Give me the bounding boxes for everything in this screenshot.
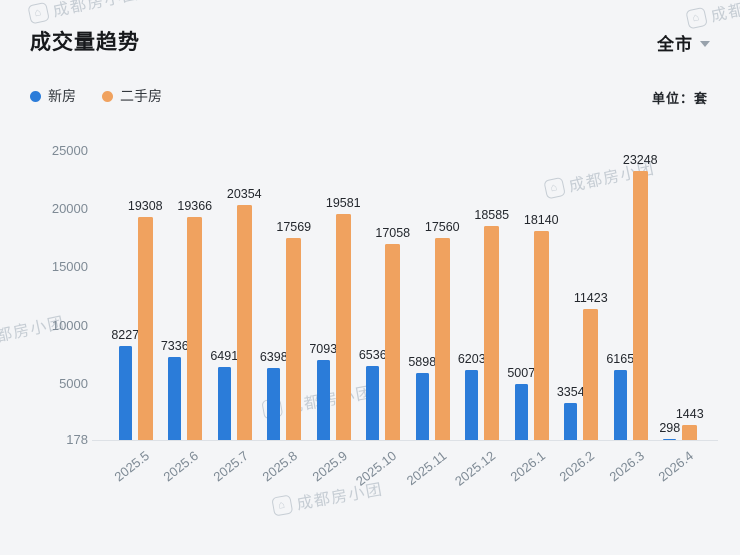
- bar-二手房: [187, 216, 203, 440]
- legend-dot-new-homes: [30, 90, 41, 102]
- x-axis-label: 2025.9: [309, 448, 350, 485]
- bar-value-label: 17058: [375, 225, 411, 240]
- x-axis-label: 2025.11: [403, 448, 449, 489]
- bar-value-label: 23248: [622, 153, 658, 168]
- page-title: 成交量趋势: [30, 31, 140, 54]
- bar-value-label: 17560: [424, 219, 460, 234]
- legend-item-new-homes[interactable]: 新房: [30, 86, 76, 106]
- bar-value-label: 8227: [111, 328, 140, 343]
- bar-value-label: 20354: [226, 187, 262, 202]
- x-axis-label: 2025.10: [353, 448, 400, 489]
- x-axis-label: 2025.7: [210, 448, 251, 485]
- chevron-down-icon: [700, 40, 710, 47]
- bar-二手房: [533, 230, 549, 440]
- legend-dot-secondhand-homes: [102, 90, 113, 102]
- x-axis-label: 2026.2: [556, 448, 598, 485]
- y-axis-tick-label: 25000: [51, 143, 88, 159]
- bar-value-label: 19366: [177, 198, 213, 213]
- bar-value-label: 18585: [474, 207, 510, 222]
- y-axis-tick-label: 20000: [51, 201, 88, 217]
- bar-二手房: [434, 237, 450, 440]
- legend-label-secondhand-homes: 二手房: [120, 88, 162, 104]
- scope-dropdown[interactable]: 全市: [657, 30, 710, 55]
- bar-二手房: [286, 237, 302, 440]
- bar-value-label: 298: [659, 420, 681, 435]
- bar-新房: [465, 369, 479, 440]
- bar-新房: [316, 359, 330, 440]
- bar-value-label: 19308: [127, 199, 163, 214]
- x-axis-label: 2025.5: [111, 448, 152, 485]
- bar-新房: [663, 438, 677, 440]
- bar-二手房: [236, 205, 252, 440]
- y-axis-tick-label: 15000: [51, 259, 88, 275]
- bar-新房: [168, 356, 182, 440]
- bar-value-label: 6398: [259, 349, 288, 364]
- bar-二手房: [385, 243, 401, 440]
- bar-新房: [514, 383, 528, 440]
- bar-二手房: [137, 217, 153, 440]
- bar-二手房: [484, 225, 500, 440]
- bar-value-label: 6491: [210, 348, 239, 363]
- bar-新房: [118, 346, 132, 440]
- bar-value-label: 6165: [606, 352, 635, 367]
- bar-value-label: 19581: [325, 196, 361, 211]
- bar-value-label: 18140: [523, 212, 559, 227]
- y-axis-tick-label: 5000: [59, 375, 88, 391]
- chart-legend: 新房 二手房: [30, 86, 162, 106]
- x-axis-label: 2025.6: [160, 448, 202, 485]
- x-axis-label: 2026.3: [606, 448, 647, 485]
- bar-二手房: [682, 425, 698, 440]
- bar-value-label: 6203: [457, 351, 486, 366]
- scope-dropdown-label: 全市: [657, 35, 693, 54]
- y-axis-tick-label: 10000: [51, 317, 88, 333]
- bar-二手房: [583, 309, 599, 440]
- legend-item-secondhand-homes[interactable]: 二手房: [102, 86, 162, 106]
- bar-新房: [564, 403, 578, 440]
- bar-value-label: 3354: [556, 385, 585, 400]
- x-axis-label: 2026.1: [507, 448, 548, 485]
- bar-新房: [366, 366, 380, 440]
- x-axis-label: 2025.8: [259, 448, 301, 485]
- y-axis-tick-label: 178: [66, 432, 88, 447]
- bar-value-label: 17569: [276, 219, 312, 234]
- bar-新房: [415, 373, 429, 440]
- bar-value-label: 11423: [573, 291, 608, 306]
- bar-value-label: 6536: [358, 348, 387, 362]
- bar-新房: [613, 370, 627, 440]
- bar-value-label: 5898: [408, 355, 437, 370]
- bar-value-label: 5007: [507, 365, 536, 380]
- x-axis-line: [92, 440, 718, 441]
- x-axis-label: 2026.4: [655, 448, 697, 485]
- bar-value-label: 7336: [160, 338, 189, 353]
- legend-label-new-homes: 新房: [48, 88, 76, 104]
- bar-新房: [217, 366, 231, 440]
- unit-label: 单位：套: [651, 91, 708, 106]
- bar-二手房: [632, 171, 648, 440]
- bar-value-label: 1443: [675, 407, 704, 422]
- bar-新房: [267, 367, 281, 440]
- x-axis-label: 2025.12: [452, 448, 499, 489]
- bar-二手房: [335, 214, 351, 440]
- bar-value-label: 7093: [309, 341, 338, 356]
